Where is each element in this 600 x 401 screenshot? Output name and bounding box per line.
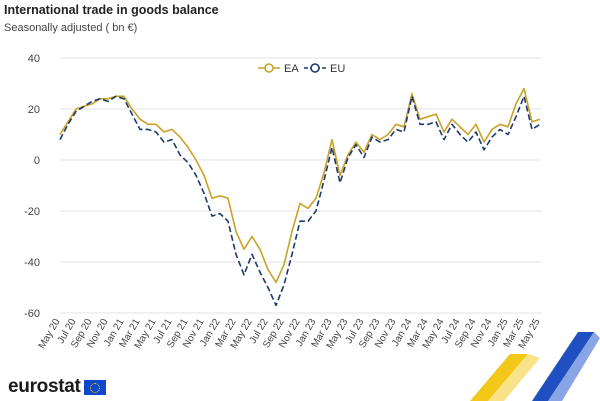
ribbon-yellow	[470, 354, 528, 401]
eurostat-logo: eurostat	[8, 377, 106, 396]
series-lines	[59, 87, 541, 307]
grid-lines	[60, 57, 542, 314]
y-tick-label: -40	[24, 257, 40, 269]
chart-title: International trade in goods balance	[4, 3, 219, 17]
legend[interactable]: EA EU	[258, 63, 345, 75]
legend-item-eu[interactable]: EU	[304, 63, 345, 75]
y-axis-ticks: 40 20 0 -20 -40 -60	[24, 53, 40, 320]
ribbon-blue	[532, 332, 594, 401]
eu-flag-icon	[83, 380, 106, 395]
ribbon-blue-light	[548, 332, 600, 401]
chart-subtitle: Seasonally adjusted ( bn €)	[4, 22, 138, 34]
legend-label: EU	[330, 63, 345, 75]
legend-label: EA	[284, 63, 299, 75]
logo-text: eurostat	[8, 376, 81, 397]
legend-marker	[264, 63, 274, 73]
series-line-ea[interactable]	[59, 87, 541, 284]
y-tick-label: -60	[24, 308, 40, 320]
ribbon-yellow-light	[488, 354, 540, 401]
legend-item-ea[interactable]: EA	[258, 63, 299, 75]
series-line-eu[interactable]	[59, 95, 541, 307]
legend-marker	[310, 63, 320, 73]
y-tick-label: -20	[24, 206, 40, 218]
y-tick-label: 40	[28, 53, 40, 65]
y-tick-label: 0	[34, 155, 40, 167]
y-tick-label: 20	[28, 104, 40, 116]
eurostat-ribbon-graphic	[470, 332, 600, 401]
